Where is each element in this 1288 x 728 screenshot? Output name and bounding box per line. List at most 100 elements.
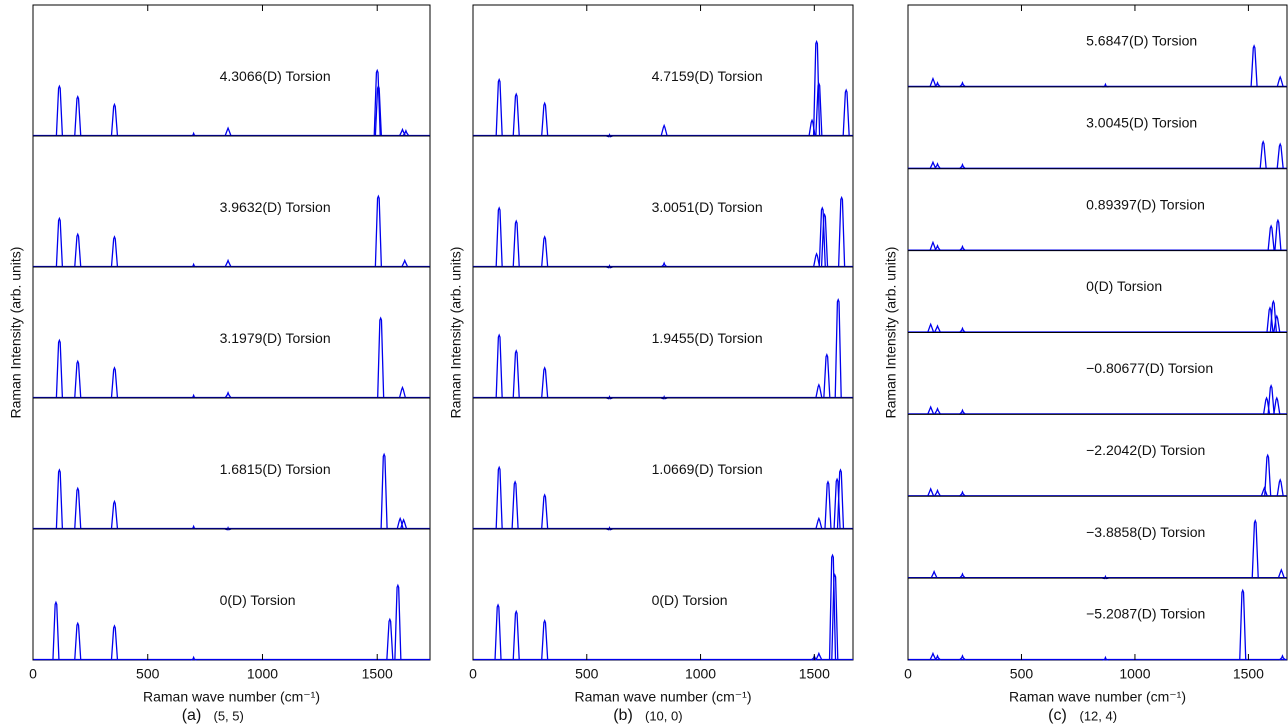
peak xyxy=(55,84,64,137)
peak xyxy=(933,406,942,415)
caption: (a) xyxy=(182,707,202,724)
peak xyxy=(1102,655,1109,661)
peak xyxy=(815,383,823,399)
x-axis-label: Raman wave number (cm⁻¹) xyxy=(1009,689,1186,705)
peak xyxy=(959,162,966,170)
peak xyxy=(660,261,668,268)
x-axis-label: Raman wave number (cm⁻¹) xyxy=(575,689,752,705)
peak xyxy=(74,486,82,530)
peak xyxy=(374,84,383,137)
peak xyxy=(933,324,942,333)
peak xyxy=(377,316,385,399)
peak xyxy=(55,468,64,530)
peak xyxy=(74,359,82,399)
peak xyxy=(394,583,402,661)
series-label: 3.9632(D) Torsion xyxy=(220,199,331,215)
peak xyxy=(929,160,937,170)
peak xyxy=(398,385,407,399)
caption: (b) xyxy=(613,707,633,724)
peak xyxy=(1274,218,1282,251)
peak xyxy=(934,81,941,88)
peak xyxy=(929,240,937,251)
peak xyxy=(1279,654,1286,661)
series-label: 0(D) Torsion xyxy=(1086,278,1162,294)
y-axis-label: Raman Intensity (arb. units) xyxy=(448,247,464,419)
peak xyxy=(815,516,823,530)
peak xyxy=(815,81,823,137)
x-tick-label: 500 xyxy=(136,666,160,682)
peak xyxy=(927,487,935,497)
peak xyxy=(959,490,966,497)
panel: 4.3066(D) Torsion 3.9632(D) Torsion 3.1979… xyxy=(8,4,431,724)
peak xyxy=(660,123,668,137)
peak xyxy=(55,338,64,399)
series-label: −0.80677(D) Torsion xyxy=(1086,360,1213,376)
peak xyxy=(933,162,942,170)
x-axis-label: Raman wave number (cm⁻¹) xyxy=(143,689,320,705)
peak xyxy=(512,609,520,661)
peak xyxy=(1260,486,1268,497)
peak xyxy=(933,488,942,497)
peak xyxy=(1259,139,1267,169)
series-label: 3.0045(D) Torsion xyxy=(1086,114,1197,130)
peak xyxy=(837,195,846,268)
x-tick-label: 1500 xyxy=(1233,666,1264,682)
subcaption: (10, 0) xyxy=(645,708,683,723)
x-tick-label: 1500 xyxy=(362,666,393,682)
series-label: 0(D) Torsion xyxy=(652,592,728,608)
peak xyxy=(541,101,549,137)
series-label: 5.6847(D) Torsion xyxy=(1086,33,1197,49)
peak xyxy=(74,94,82,137)
peak xyxy=(541,366,549,399)
series-label: −2.2042(D) Torsion xyxy=(1086,442,1205,458)
peak xyxy=(812,39,821,137)
peak xyxy=(495,333,503,399)
peak xyxy=(512,349,520,399)
subcaption: (5, 5) xyxy=(214,708,244,723)
peak xyxy=(511,480,519,530)
series-label: 4.3066(D) Torsion xyxy=(220,68,331,84)
caption: (c) xyxy=(1048,707,1067,724)
peak xyxy=(815,651,823,661)
peak xyxy=(74,621,82,661)
peak xyxy=(1269,299,1278,333)
series-label: 1.9455(D) Torsion xyxy=(652,330,763,346)
peak xyxy=(831,573,839,661)
peak xyxy=(495,206,503,268)
peak xyxy=(541,618,549,661)
peak xyxy=(74,232,82,268)
y-axis-label: Raman Intensity (arb. units) xyxy=(883,247,899,419)
peak xyxy=(1267,383,1275,415)
peak xyxy=(110,499,119,530)
x-tick-label: 0 xyxy=(29,666,37,682)
peak xyxy=(1277,568,1285,579)
peak xyxy=(224,126,232,137)
peak xyxy=(959,81,966,88)
peak xyxy=(398,127,407,137)
peak xyxy=(110,102,119,137)
peak xyxy=(824,480,832,530)
peak xyxy=(52,600,60,661)
peak xyxy=(1250,44,1258,87)
peak xyxy=(1251,519,1259,579)
peak xyxy=(1264,453,1272,497)
peak xyxy=(110,624,119,661)
peak xyxy=(1276,75,1284,88)
peak xyxy=(380,452,388,530)
peak xyxy=(401,258,409,268)
x-tick-label: 500 xyxy=(1010,666,1034,682)
x-tick-label: 0 xyxy=(904,666,912,682)
series-label: 1.0669(D) Torsion xyxy=(652,461,763,477)
series-label: 1.6815(D) Torsion xyxy=(220,461,331,477)
series-label: −3.8858(D) Torsion xyxy=(1086,524,1205,540)
y-axis-label: Raman Intensity (arb. units) xyxy=(8,247,24,419)
peak xyxy=(224,391,232,399)
series-label: 0.89397(D) Torsion xyxy=(1086,196,1205,212)
peak xyxy=(1276,142,1284,169)
series-label: −5.2087(D) Torsion xyxy=(1086,606,1205,622)
peak xyxy=(930,569,938,579)
peak xyxy=(959,326,966,333)
peak xyxy=(959,408,966,415)
peak xyxy=(1273,314,1281,333)
